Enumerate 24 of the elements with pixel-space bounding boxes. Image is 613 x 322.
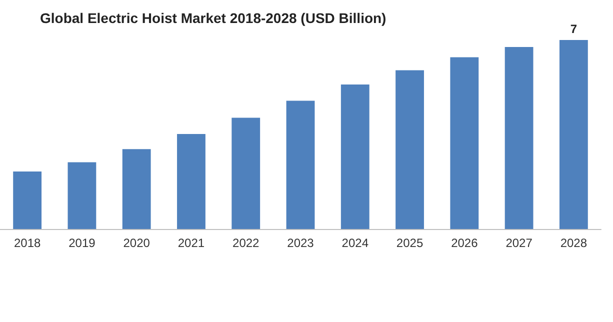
x-tick-label: 2026	[451, 236, 478, 250]
x-tick-label: 2018	[14, 236, 41, 250]
bar	[559, 40, 588, 229]
x-tick-label: 2019	[68, 236, 96, 250]
bar	[13, 171, 42, 229]
x-tick-label: 2022	[232, 236, 260, 250]
chart-title: Global Electric Hoist Market 2018-2028 (USD Billion)	[40, 10, 386, 26]
bar	[450, 57, 479, 229]
bar	[122, 149, 151, 229]
x-tick-label: 2024	[342, 236, 369, 250]
x-tick-label: 2023	[287, 236, 314, 250]
bar	[232, 118, 260, 229]
bar	[286, 100, 315, 229]
x-tick-label: 2025	[396, 236, 424, 250]
x-tick-label: 2021	[178, 236, 205, 250]
x-tick-label: 2027	[506, 236, 533, 250]
bar	[177, 134, 206, 229]
x-tick-label: 2020	[123, 236, 150, 250]
bar	[68, 162, 96, 229]
x-tick-label: 2028	[560, 236, 588, 250]
bar	[396, 70, 424, 229]
data-label: 7	[570, 22, 578, 36]
bar	[504, 47, 534, 229]
bar	[340, 84, 370, 229]
